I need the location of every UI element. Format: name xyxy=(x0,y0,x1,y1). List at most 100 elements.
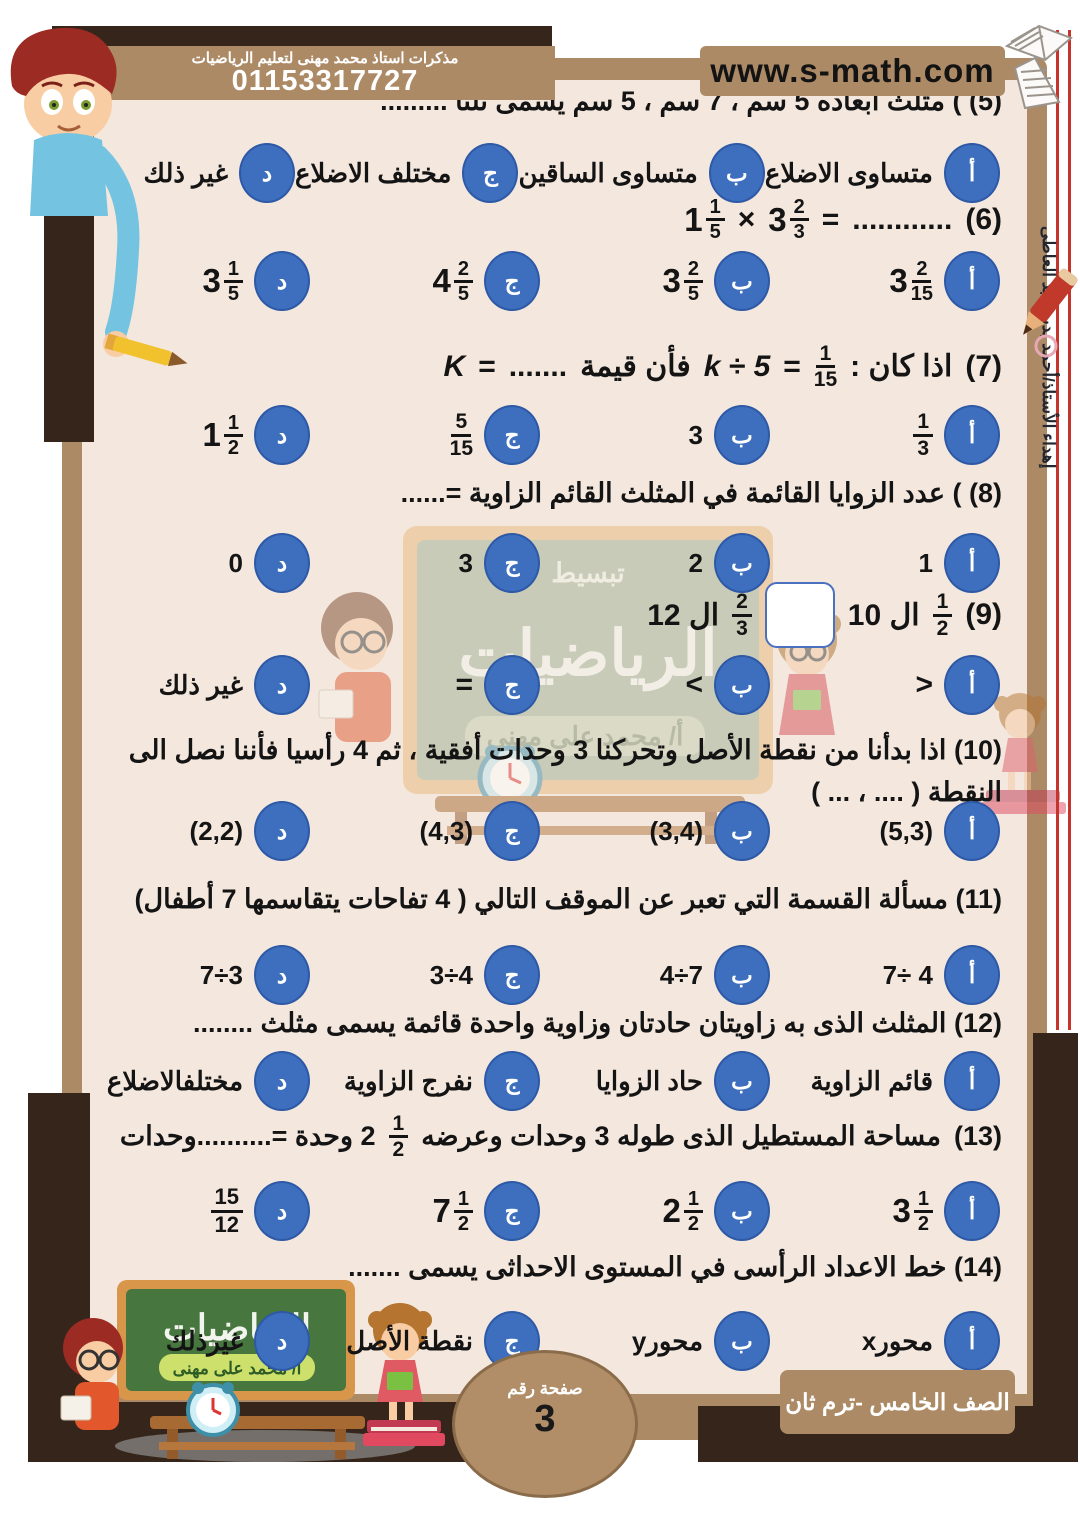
question-12-text: (12) المثلث الذى به زاويتان حادتان وزاوي… xyxy=(193,1008,1002,1039)
option-letter: ج xyxy=(504,817,520,844)
page-number-value: 3 xyxy=(534,1398,556,1440)
q13-option-d[interactable]: د 15 12 xyxy=(80,1181,310,1241)
option-letter: ب xyxy=(731,1327,753,1354)
option-circle-b: ب xyxy=(714,945,770,1005)
q11-option-d[interactable]: د 7÷3 xyxy=(80,945,310,1005)
q11-option-a-label: 7÷ 4 xyxy=(882,959,933,990)
q14-option-a[interactable]: أ محورx xyxy=(770,1311,1000,1371)
q9-option-a[interactable]: أ > xyxy=(770,655,1000,715)
q5-option-c[interactable]: ج مختلف الاضلاع xyxy=(294,143,519,203)
option-circle-a: أ xyxy=(944,533,1000,593)
question-7-number: (7) xyxy=(965,349,1002,383)
q9-of-12: ال 12 xyxy=(647,598,720,632)
option-circle-b: ب xyxy=(714,801,770,861)
q8-option-a[interactable]: أ 1 xyxy=(770,533,1000,593)
q5-option-b[interactable]: ب متساوى الساقين xyxy=(518,143,765,203)
option-letter: د xyxy=(261,159,273,186)
q12-option-a-label: قائم الزاوية xyxy=(810,1065,933,1096)
option-circle-d: د xyxy=(254,655,310,715)
option-letter: أ xyxy=(968,267,976,294)
q9-option-d[interactable]: د غير ذلك xyxy=(80,655,310,715)
option-circle-a: أ xyxy=(944,1311,1000,1371)
q11-option-d-label: 7÷3 xyxy=(199,959,243,990)
option-letter: ب xyxy=(731,549,753,576)
q10-option-c[interactable]: ج (4,3) xyxy=(310,801,540,861)
frame-dark-bar-bottom-right-vertical xyxy=(1033,1033,1078,1462)
q7-k: K xyxy=(443,349,466,383)
option-circle-a: أ xyxy=(944,801,1000,861)
option-circle-b: ب xyxy=(714,1311,770,1371)
book-sketch-icon xyxy=(1004,24,1073,110)
q11-option-a[interactable]: أ 7÷ 4 xyxy=(770,945,1000,1005)
q10-option-b[interactable]: ب (3,4) xyxy=(540,801,770,861)
option-circle-a: أ xyxy=(944,655,1000,715)
q12-option-c[interactable]: ج نفرج الزاوية xyxy=(310,1051,540,1111)
q7-fraction: 1 15 xyxy=(813,342,838,392)
q7-option-b[interactable]: ب 3 xyxy=(540,405,770,465)
q11-option-b[interactable]: ب 4÷7 xyxy=(540,945,770,1005)
q8-option-d-label: 0 xyxy=(228,547,243,578)
q9-option-c[interactable]: ج = xyxy=(310,655,540,715)
question-11-number: (11) xyxy=(955,884,1002,914)
banner-phone: 01153317727 xyxy=(231,65,419,97)
watermark-teacher-text: أ/ محمد على مهنى xyxy=(487,718,684,752)
comparison-answer-box[interactable] xyxy=(764,582,835,648)
q8-option-b[interactable]: ب 2 xyxy=(540,533,770,593)
q14-option-b-label: محورy xyxy=(631,1325,703,1356)
question-13-number: (13) xyxy=(953,1121,1002,1152)
website-label: www.s-math.com xyxy=(700,46,1005,96)
q10-option-d[interactable]: د (2,2) xyxy=(80,801,310,861)
option-letter: د xyxy=(276,961,288,988)
q14-option-b[interactable]: ب محورy xyxy=(540,1311,770,1371)
q5-option-c-label: مختلف الاضلاع xyxy=(294,157,452,188)
question-6-number: (6) xyxy=(965,202,1002,236)
q10-option-a[interactable]: أ (5,3) xyxy=(770,801,1000,861)
q9-option-b[interactable]: ب < xyxy=(540,655,770,715)
q5-option-d[interactable]: د غير ذلك xyxy=(80,143,295,203)
q12-option-b-label: حاد الزوايا xyxy=(595,1065,703,1096)
q14-option-d[interactable]: د غيرذلك xyxy=(80,1311,310,1371)
q11-option-c[interactable]: ج 3÷4 xyxy=(310,945,540,1005)
q12-option-b[interactable]: ب حاد الزوايا xyxy=(540,1051,770,1111)
question-11-text: (11) مسألة القسمة التي تعبر عن الموقف ال… xyxy=(135,884,1002,915)
teacher-banner: مذكرات استاذ محمد مهنى لتعليم الرياضيات … xyxy=(95,46,555,100)
q12-option-d[interactable]: د مختلفالاضلاع xyxy=(80,1051,310,1111)
option-circle-d: د xyxy=(254,801,310,861)
option-circle-c: ج xyxy=(484,945,540,1005)
option-circle-c: ج xyxy=(484,251,540,311)
q8-option-d[interactable]: د 0 xyxy=(80,533,310,593)
option-letter: أ xyxy=(968,159,976,186)
question-13-body-a: مساحة المستطيل الذى طوله 3 وحدات وعرضه xyxy=(421,1121,941,1152)
q7-option-c[interactable]: ج 5 15 xyxy=(310,405,540,465)
q5-option-d-label: غير ذلك xyxy=(143,157,228,188)
q5-option-a[interactable]: أ متساوى الاضلاع xyxy=(765,143,1000,203)
q12-option-c-label: نفرج الزاوية xyxy=(343,1065,473,1096)
q7-equals2: = xyxy=(478,349,496,383)
q8-option-c[interactable]: ج 3 xyxy=(310,533,540,593)
q10-option-a-label: (5,3) xyxy=(879,815,933,846)
q6-option-a[interactable]: أ 3 2 15 xyxy=(770,251,1000,311)
cartoon-boy-character xyxy=(10,27,188,442)
option-circle-d: د xyxy=(254,1051,310,1111)
q7-option-c-label: 5 15 xyxy=(449,410,473,460)
option-circle-a: أ xyxy=(944,143,1000,203)
q7-equals: = xyxy=(783,349,801,383)
whole-number: 1 xyxy=(684,200,703,238)
q12-option-a[interactable]: أ قائم الزاوية xyxy=(770,1051,1000,1111)
option-letter: أ xyxy=(968,549,976,576)
option-letter: ب xyxy=(725,159,748,186)
option-letter: ب xyxy=(731,1197,753,1224)
